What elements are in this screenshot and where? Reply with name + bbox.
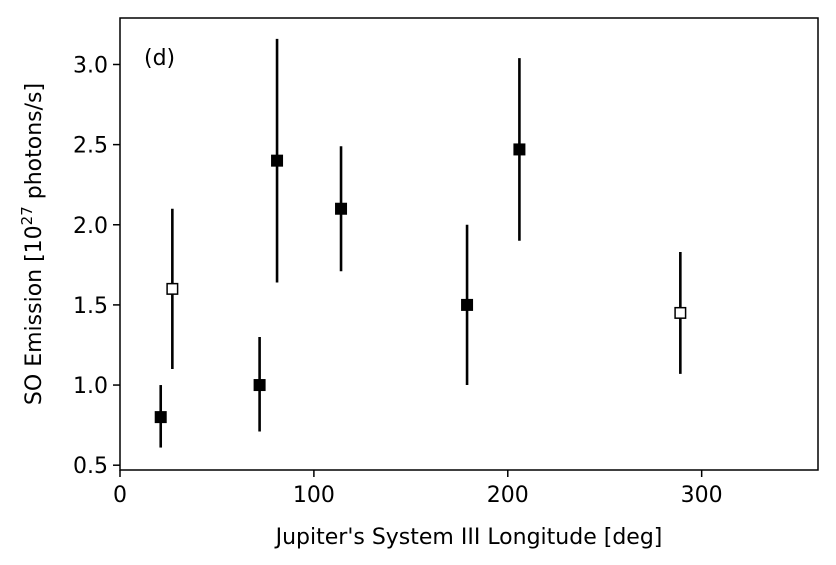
x-axis-label: Jupiter's System III Longitude [deg] <box>274 525 663 550</box>
data-point-filled <box>271 154 284 167</box>
y-axis: 0.5 1.0 1.5 2.0 2.5 3.0 <box>73 53 120 479</box>
x-axis: 0 100 200 300 <box>113 470 723 508</box>
x-tick-label: 0 <box>113 483 127 508</box>
data-point-open <box>166 282 179 295</box>
data-point-filled <box>461 298 474 311</box>
data-point-open <box>674 306 687 319</box>
y-axis-label-prefix: SO Emission [10 <box>22 225 47 405</box>
y-tick-label: 1.0 <box>73 374 108 399</box>
y-tick-label: 1.5 <box>73 294 108 319</box>
x-tick-label: 300 <box>681 483 723 508</box>
x-tick-label: 100 <box>293 483 335 508</box>
y-tick-label: 2.5 <box>73 134 108 159</box>
y-tick-label: 3.0 <box>73 53 108 78</box>
plot-content <box>154 38 687 448</box>
y-axis-label: SO Emission [1027 photons/s] <box>18 83 47 405</box>
y-tick-label: 2.0 <box>73 214 108 239</box>
y-axis-label-suffix: photons/s] <box>22 83 47 206</box>
data-point-filled <box>335 202 348 215</box>
plot-frame <box>119 17 819 471</box>
panel-label: (d) <box>144 46 175 71</box>
y-tick-label: 0.5 <box>73 454 108 479</box>
data-point-filled <box>253 379 266 392</box>
y-axis-label-exponent: 27 <box>18 206 36 225</box>
data-point-filled <box>513 143 526 156</box>
x-tick-label: 200 <box>487 483 529 508</box>
data-point-filled <box>154 411 167 424</box>
